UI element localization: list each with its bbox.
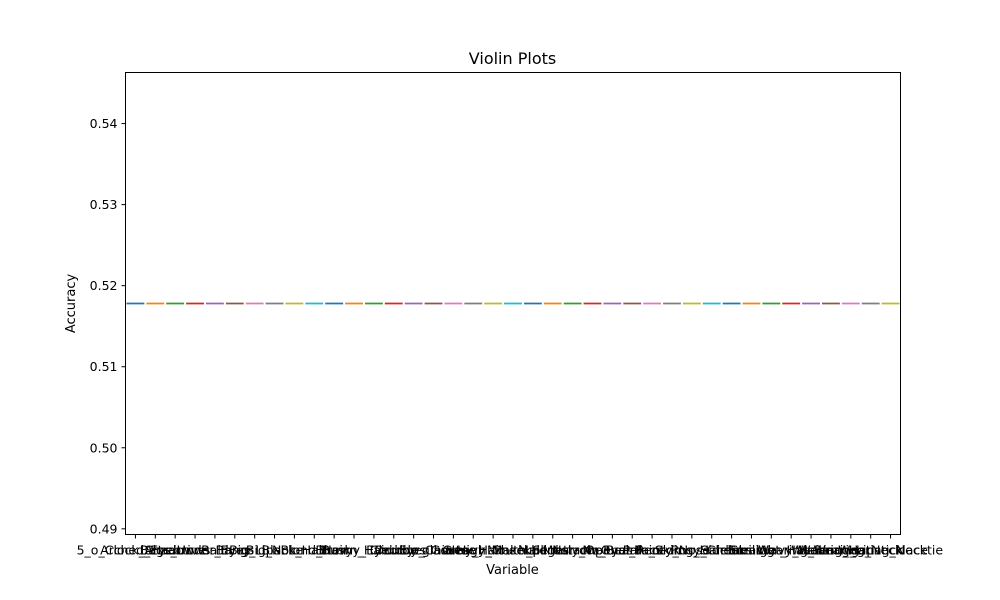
x-tick-label: Wearing_Necktie (838, 543, 943, 558)
x-tick-label: Big_Lips (229, 543, 280, 558)
y-tick-label: 0.50 (90, 440, 118, 455)
x-tick-label: Goatee (431, 543, 477, 558)
x-tick-label: Mustache (542, 543, 603, 558)
x-tick-label: Wearing_Earrings (756, 543, 865, 558)
y-tick-label: 0.52 (90, 278, 118, 293)
x-tick-label: Smiling (728, 543, 774, 558)
x-tick-label: Pale_Skin (623, 543, 682, 558)
y-tick-label: 0.51 (90, 359, 118, 374)
x-axis: 5_o_Clock_ShadowArched_EyebrowsAttractiv… (77, 534, 943, 558)
y-tick-label: 0.49 (90, 521, 118, 536)
x-tick-label: Bushy_Eyebrows (322, 543, 427, 558)
x-tick-label: High_Cheekbones (457, 543, 569, 558)
x-tick-label: Wavy_Hair (758, 543, 825, 558)
x-tick-label: 5_o_Clock_Shadow (77, 543, 195, 558)
x-tick-label: Bags_Under_Eyes (140, 543, 251, 558)
x-tick-label: Narrow_Eyes (552, 543, 632, 558)
x-tick-label: Blurry (315, 543, 353, 558)
x-tick-label: Sideburns (700, 543, 762, 558)
x-tick-label: Bangs (215, 543, 254, 558)
x-tick-label: Pointy_Nose (634, 543, 710, 558)
x-tick-label: Wearing_Necklace (813, 543, 928, 558)
x-tick-label: Oval_Face (601, 543, 664, 558)
x-tick-label: No_Beard (582, 543, 642, 558)
x-tick-label: Straight_Hair (730, 543, 813, 558)
x-tick-label: Receding_Hairline (636, 543, 748, 558)
x-axis-label: Variable (486, 563, 539, 578)
x-tick-label: Attractive (145, 543, 207, 558)
x-tick-label: Brown_Hair (318, 543, 390, 558)
x-tick-label: Mouth_Slightly_Open (487, 543, 619, 558)
x-tick-label: Heavy_Makeup (446, 543, 541, 558)
x-tick-label: Wearing_Lipstick (798, 543, 904, 558)
x-tick-label: Wearing_Hat (791, 543, 871, 558)
x-tick-label: Big_Nose (246, 543, 304, 558)
y-tick-label: 0.53 (90, 197, 118, 212)
y-axis: 0.49 0.50 0.51 0.52 0.53 0.54 (90, 116, 126, 536)
x-tick-label: Bald (201, 543, 229, 558)
y-axis-label: Accuracy (64, 274, 79, 334)
x-tick-label: Double_Chin (374, 543, 453, 558)
x-tick-label: Eyeglasses (399, 543, 468, 558)
chart-title: Violin Plots (469, 49, 556, 68)
x-tick-label: Black_Hair (262, 543, 329, 558)
x-tick-label: Blond_Hair (281, 543, 349, 558)
x-tick-label: Arched_Eyebrows (100, 543, 210, 558)
x-tick-label: Rosy_Cheeks (671, 543, 753, 558)
x-tick-label: Chubby (370, 543, 418, 558)
y-tick-label: 0.54 (90, 116, 118, 131)
x-tick-label: Male (518, 543, 548, 558)
x-tick-label: Gray_Hair (442, 543, 505, 558)
